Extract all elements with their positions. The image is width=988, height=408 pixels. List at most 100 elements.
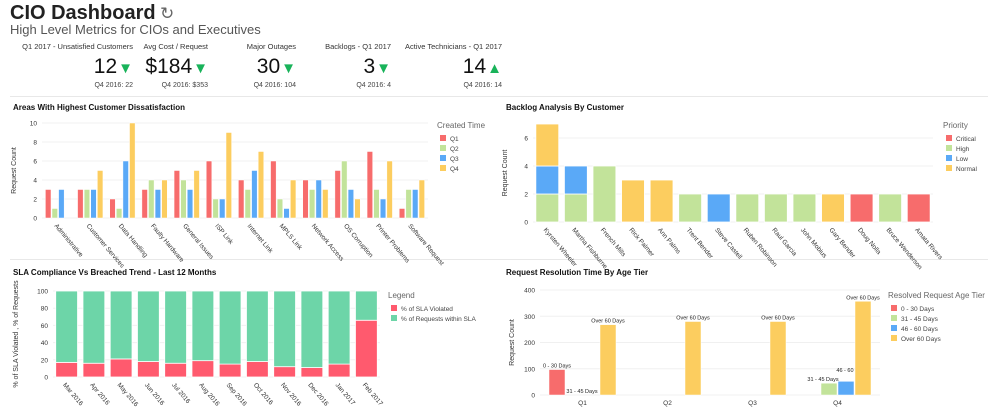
bar[interactable] — [769, 321, 787, 396]
legend-swatch[interactable] — [891, 315, 897, 321]
bar-segment[interactable] — [218, 290, 242, 365]
bar-segment[interactable] — [273, 290, 296, 368]
bar-segment[interactable] — [706, 193, 731, 223]
bar[interactable] — [193, 170, 200, 219]
bar[interactable] — [276, 198, 283, 219]
bar[interactable] — [58, 189, 65, 219]
legend-item[interactable]: Normal — [956, 166, 978, 173]
legend-item[interactable]: Q2 — [450, 146, 459, 153]
bar[interactable] — [251, 170, 258, 219]
legend-swatch[interactable] — [440, 135, 446, 141]
bar[interactable] — [83, 189, 90, 219]
bar[interactable] — [412, 189, 419, 219]
legend-swatch[interactable] — [440, 165, 446, 171]
legend-item[interactable]: Q1 — [450, 136, 459, 143]
bar-segment[interactable] — [564, 165, 588, 195]
bar[interactable] — [45, 189, 52, 219]
bar[interactable] — [854, 301, 872, 396]
bar[interactable] — [373, 189, 380, 219]
bar[interactable] — [122, 160, 129, 219]
bar[interactable] — [302, 179, 309, 219]
bar-segment[interactable] — [300, 290, 324, 368]
legend-swatch[interactable] — [946, 145, 952, 151]
bar[interactable] — [684, 321, 702, 396]
bar[interactable] — [837, 381, 855, 396]
bar[interactable] — [129, 122, 136, 219]
bar[interactable] — [283, 208, 290, 219]
legend-item[interactable]: 0 - 30 Days — [901, 306, 935, 313]
bar[interactable] — [405, 189, 412, 219]
refresh-icon[interactable]: ↻ — [160, 4, 175, 23]
bar[interactable] — [148, 179, 155, 219]
bar-segment[interactable] — [246, 290, 269, 362]
legend-item[interactable]: % of SLA Violated — [401, 306, 453, 313]
bar-segment[interactable] — [164, 290, 187, 364]
legend-item[interactable]: Over 60 Days — [901, 336, 941, 343]
bar[interactable] — [141, 189, 148, 219]
bar[interactable] — [548, 369, 566, 396]
bar-segment[interactable] — [355, 290, 378, 321]
bar[interactable] — [309, 189, 316, 219]
bar-segment[interactable] — [649, 179, 674, 223]
bar[interactable] — [341, 160, 348, 219]
bar[interactable] — [116, 208, 123, 219]
bar-segment[interactable] — [327, 290, 351, 365]
legend-swatch[interactable] — [891, 305, 897, 311]
bar[interactable] — [270, 160, 277, 219]
bar[interactable] — [354, 198, 361, 219]
legend-swatch[interactable] — [891, 335, 897, 341]
legend-swatch[interactable] — [440, 145, 446, 151]
bar[interactable] — [225, 132, 232, 219]
legend-item[interactable]: 31 - 45 Days — [901, 316, 939, 323]
bar[interactable] — [380, 198, 387, 219]
bar[interactable] — [290, 179, 297, 219]
legend-swatch[interactable] — [946, 165, 952, 171]
bar[interactable] — [51, 208, 58, 219]
bar[interactable] — [820, 382, 838, 396]
bar-segment[interactable] — [906, 193, 931, 223]
bar[interactable] — [244, 189, 251, 219]
bar[interactable] — [366, 151, 373, 219]
bar[interactable] — [205, 160, 213, 219]
bar-segment[interactable] — [55, 290, 78, 363]
bar-segment[interactable] — [137, 290, 160, 362]
legend-item[interactable]: High — [956, 146, 970, 153]
bar[interactable] — [212, 198, 219, 219]
legend-item[interactable]: Q4 — [450, 166, 459, 173]
bar-segment[interactable] — [82, 290, 106, 364]
bar[interactable] — [257, 151, 265, 219]
bar[interactable] — [97, 170, 104, 219]
bar[interactable] — [154, 189, 161, 219]
bar[interactable] — [180, 179, 187, 219]
bar-segment[interactable] — [821, 193, 845, 223]
bar[interactable] — [322, 189, 329, 219]
bar[interactable] — [418, 179, 425, 219]
bar-segment[interactable] — [878, 193, 902, 223]
bar[interactable] — [386, 160, 393, 219]
legend-item[interactable]: Q3 — [450, 156, 459, 163]
bar[interactable] — [90, 189, 97, 219]
bar-segment[interactable] — [109, 290, 133, 360]
bar[interactable] — [161, 179, 168, 219]
bar-segment[interactable] — [535, 123, 560, 167]
bar-segment[interactable] — [792, 193, 817, 223]
legend-swatch[interactable] — [946, 135, 952, 141]
bar-segment[interactable] — [849, 193, 874, 223]
bar[interactable] — [315, 179, 322, 219]
bar[interactable] — [77, 189, 84, 219]
legend-item[interactable]: Critical — [956, 136, 976, 143]
bar[interactable] — [334, 170, 341, 219]
bar[interactable] — [219, 198, 226, 219]
bar-segment[interactable] — [764, 193, 788, 223]
bar-segment[interactable] — [678, 193, 702, 223]
legend-swatch[interactable] — [946, 155, 952, 161]
legend-swatch[interactable] — [391, 315, 397, 321]
bar[interactable] — [109, 198, 116, 219]
bar[interactable] — [187, 189, 194, 219]
bar-segment[interactable] — [191, 290, 215, 362]
bar-segment[interactable] — [621, 179, 645, 223]
bar-segment[interactable] — [592, 165, 617, 223]
legend-item[interactable]: Low — [956, 156, 968, 163]
bar[interactable] — [173, 170, 180, 219]
bar[interactable] — [599, 324, 617, 396]
